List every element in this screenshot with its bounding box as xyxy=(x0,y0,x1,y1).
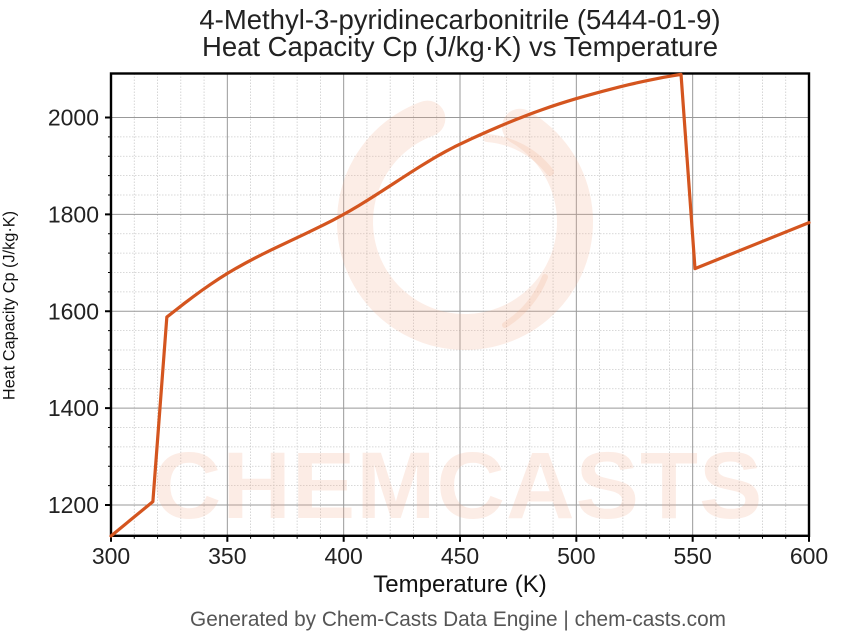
svg-text:400: 400 xyxy=(324,543,362,569)
svg-text:2000: 2000 xyxy=(48,105,99,131)
svg-text:1200: 1200 xyxy=(48,492,99,518)
svg-text:1800: 1800 xyxy=(48,201,99,227)
svg-text:450: 450 xyxy=(441,543,479,569)
svg-text:500: 500 xyxy=(557,543,595,569)
svg-text:600: 600 xyxy=(790,543,828,569)
svg-text:300: 300 xyxy=(92,543,130,569)
svg-text:1400: 1400 xyxy=(48,395,99,421)
svg-text:1600: 1600 xyxy=(48,298,99,324)
svg-text:350: 350 xyxy=(208,543,246,569)
svg-text:550: 550 xyxy=(673,543,711,569)
svg-text:CHEMCASTS: CHEMCASTS xyxy=(153,433,764,539)
